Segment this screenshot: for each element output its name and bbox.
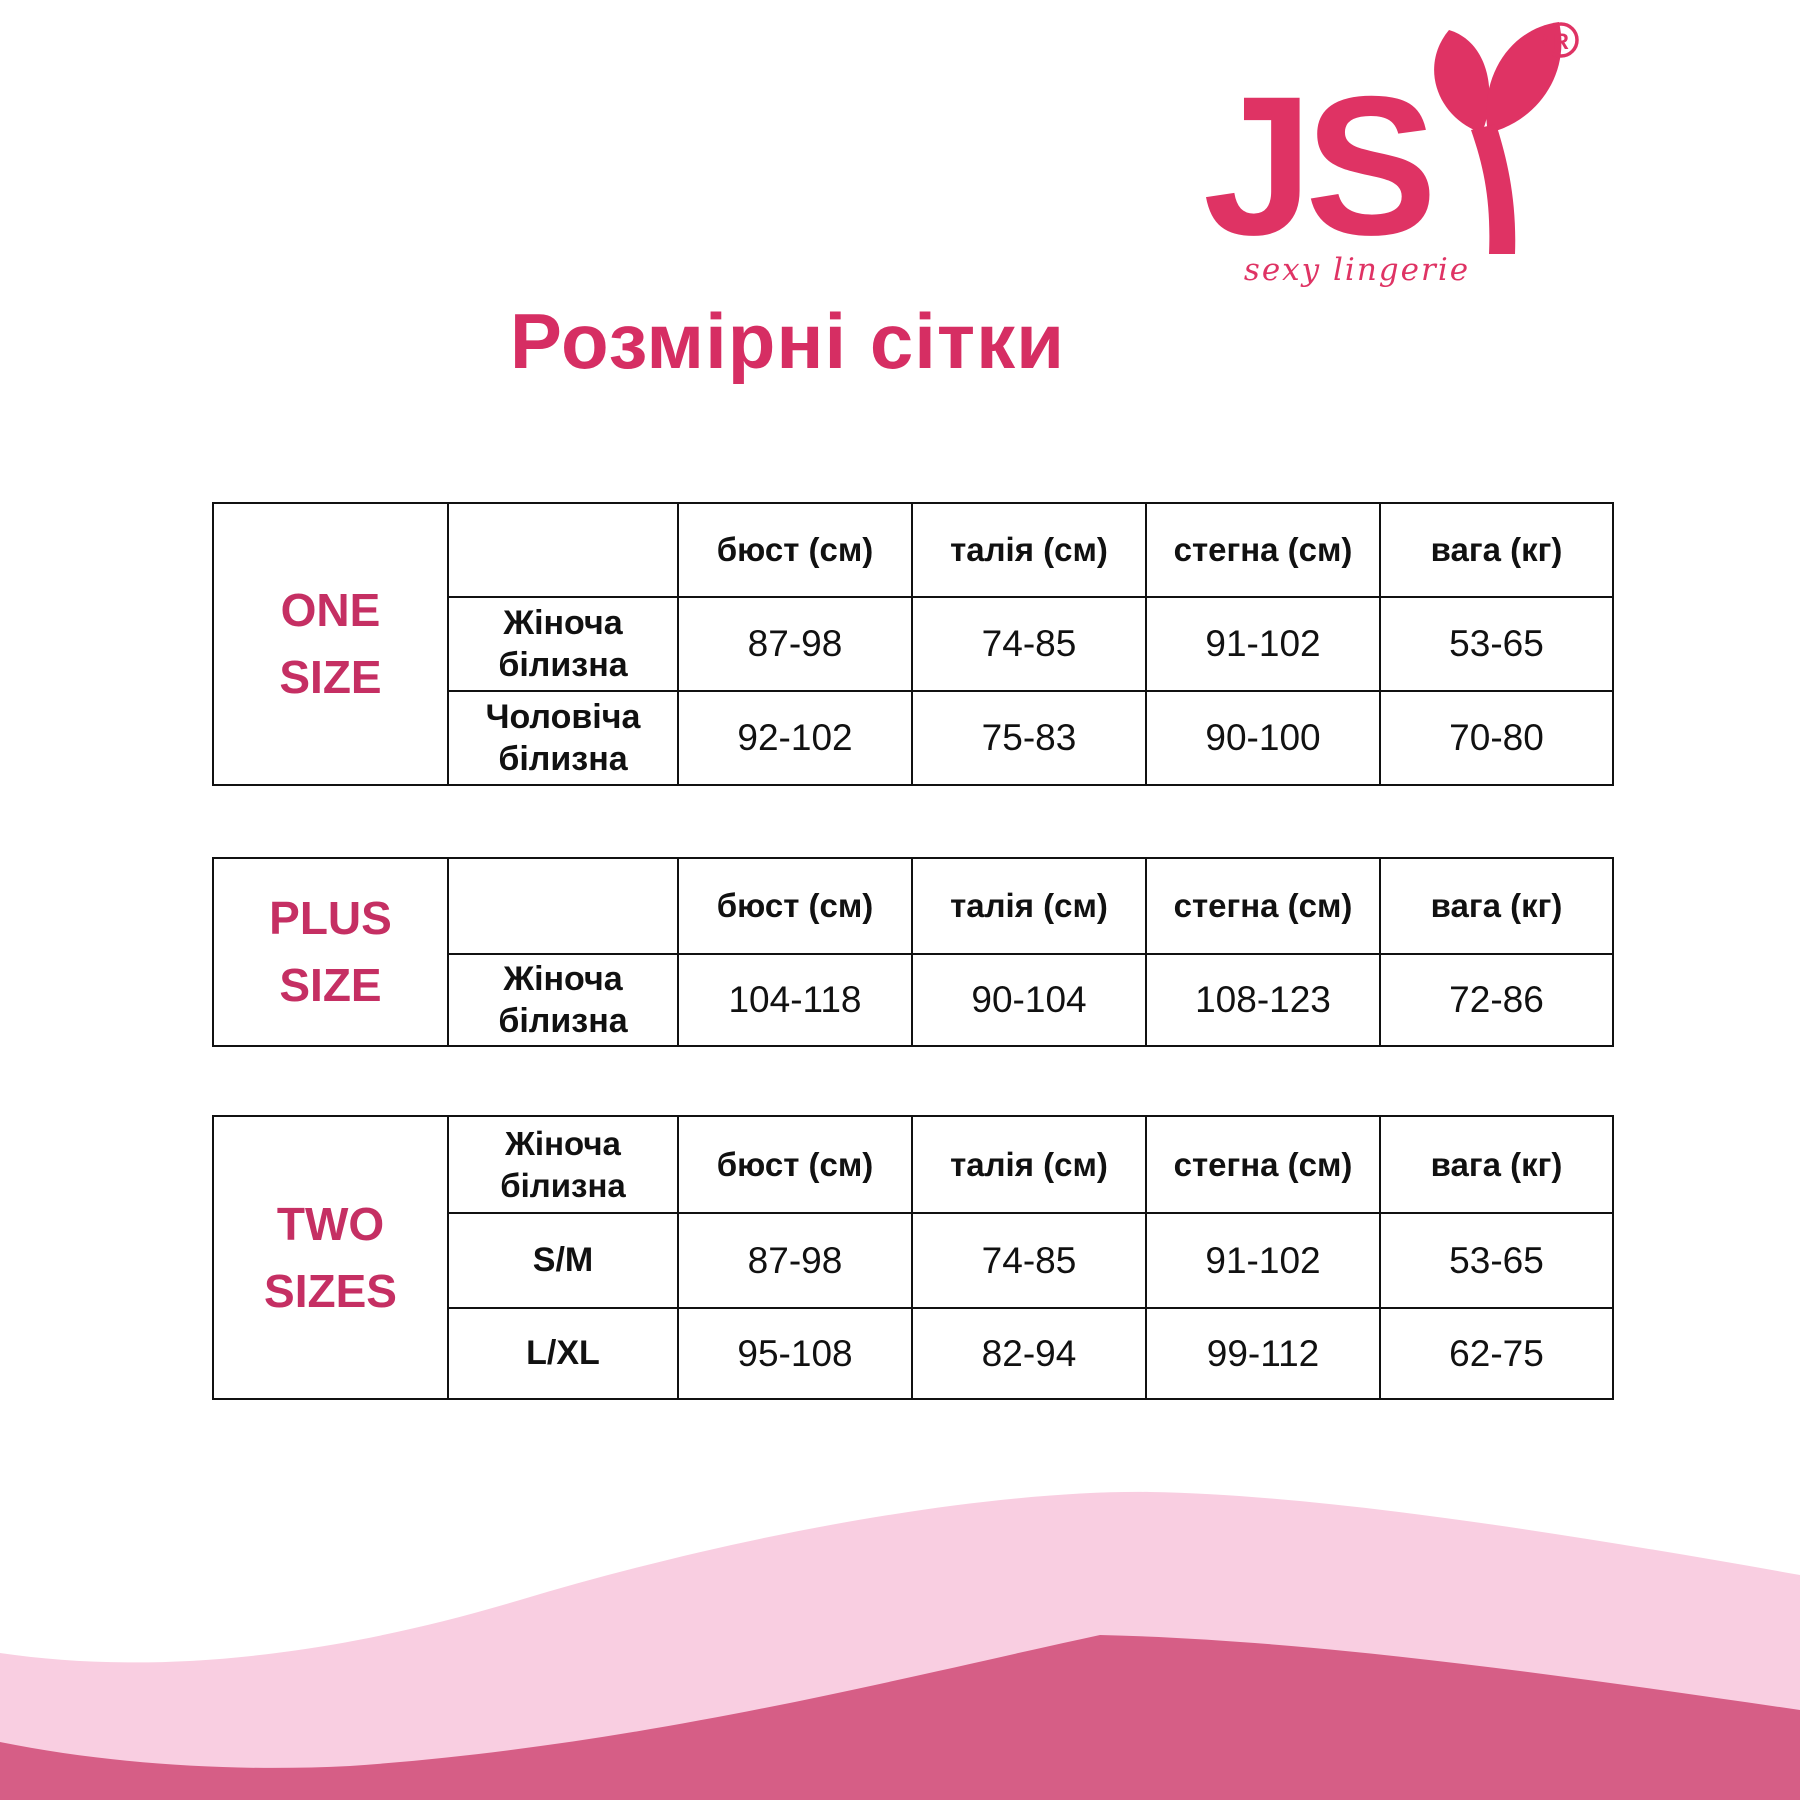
table-row: Жіноча білизна 104-118 90-104 108-123 72… bbox=[213, 953, 1614, 1047]
logo-y-stem bbox=[1471, 124, 1516, 254]
column-header-bust: бюст (см) bbox=[677, 857, 913, 955]
table-label-line: SIZE bbox=[279, 959, 382, 1011]
column-header-waist: талія (см) bbox=[911, 1115, 1147, 1214]
table-label-line: TWO bbox=[276, 1197, 385, 1250]
size-value: 70-80 bbox=[1379, 690, 1614, 786]
table-label-line: SIZES bbox=[264, 1264, 397, 1317]
row-label: Жіноча білизна bbox=[447, 596, 679, 692]
row-label: L/XL bbox=[447, 1307, 679, 1400]
size-value: 108-123 bbox=[1145, 953, 1381, 1047]
column-header-waist: талія (см) bbox=[911, 857, 1147, 955]
size-value: 99-112 bbox=[1145, 1307, 1381, 1400]
table-row: Жіноча білизна 87-98 74-85 91-102 53-65 bbox=[213, 596, 1614, 692]
size-value: 82-94 bbox=[911, 1307, 1147, 1400]
size-value: 95-108 bbox=[677, 1307, 913, 1400]
bottom-waves bbox=[0, 1491, 1800, 1800]
corner-cell: Жіноча білизна bbox=[447, 1115, 679, 1214]
size-table-one-size: ONE SIZE бюст (см) талія (см) стегна (см… bbox=[212, 502, 1614, 786]
table-label-plus-size: PLUS SIZE bbox=[212, 857, 449, 1047]
size-value: 53-65 bbox=[1379, 1212, 1614, 1309]
size-value: 90-100 bbox=[1145, 690, 1381, 786]
table-label-two-sizes: TWO SIZES bbox=[212, 1115, 449, 1400]
size-value: 53-65 bbox=[1379, 596, 1614, 692]
size-table-two-sizes: TWO SIZES Жіноча білизна бюст (см) талія… bbox=[212, 1115, 1614, 1400]
logo-jsy-text: JS bbox=[1203, 55, 1430, 276]
size-value: 74-85 bbox=[911, 596, 1147, 692]
column-header-bust: бюст (см) bbox=[677, 1115, 913, 1214]
size-value: 75-83 bbox=[911, 690, 1147, 786]
size-value: 90-104 bbox=[911, 953, 1147, 1047]
page-title: Розмірні сітки bbox=[509, 297, 1066, 385]
row-label: Чоловіча білизна bbox=[447, 690, 679, 786]
column-header-hips: стегна (см) bbox=[1145, 502, 1381, 598]
svg-text:R: R bbox=[1553, 29, 1569, 54]
table-row: S/M 87-98 74-85 91-102 53-65 bbox=[213, 1212, 1614, 1309]
column-header-waist: талія (см) bbox=[911, 502, 1147, 598]
size-value: 91-102 bbox=[1145, 596, 1381, 692]
table-label-line: PLUS bbox=[269, 892, 392, 945]
table-label-line: SIZE bbox=[279, 651, 382, 703]
size-value: 62-75 bbox=[1379, 1307, 1614, 1400]
size-value: 104-118 bbox=[677, 953, 913, 1047]
corner-cell bbox=[447, 857, 679, 955]
brand-logo: JS R sexy lingerie bbox=[1203, 22, 1579, 288]
size-value: 72-86 bbox=[1379, 953, 1614, 1047]
logo-tagline: sexy lingerie bbox=[1244, 252, 1470, 288]
table-label-one-size: ONE SIZE bbox=[212, 502, 449, 786]
corner-cell bbox=[447, 502, 679, 598]
row-label: S/M bbox=[447, 1212, 679, 1309]
size-table-plus-size: PLUS SIZE бюст (см) талія (см) стегна (с… bbox=[212, 857, 1614, 1047]
row-label: Жіноча білизна bbox=[447, 953, 679, 1047]
logo-registered-icon: R bbox=[1543, 22, 1579, 58]
column-header-bust: бюст (см) bbox=[677, 502, 913, 598]
column-header-weight: вага (кг) bbox=[1379, 502, 1614, 598]
column-header-hips: стегна (см) bbox=[1145, 857, 1381, 955]
logo-leaf-left-icon bbox=[1434, 30, 1490, 132]
logo-leaf-right-icon bbox=[1486, 22, 1562, 132]
table-label-line: ONE bbox=[280, 584, 381, 637]
table-row: Чоловіча білизна 92-102 75-83 90-100 70-… bbox=[213, 690, 1614, 786]
size-value: 87-98 bbox=[677, 1212, 913, 1309]
column-header-weight: вага (кг) bbox=[1379, 857, 1614, 955]
size-value: 74-85 bbox=[911, 1212, 1147, 1309]
size-value: 91-102 bbox=[1145, 1212, 1381, 1309]
wave-dark bbox=[0, 1635, 1800, 1800]
column-header-hips: стегна (см) bbox=[1145, 1115, 1381, 1214]
table-row: L/XL 95-108 82-94 99-112 62-75 bbox=[213, 1307, 1614, 1400]
size-value: 87-98 bbox=[677, 596, 913, 692]
size-value: 92-102 bbox=[677, 690, 913, 786]
column-header-weight: вага (кг) bbox=[1379, 1115, 1614, 1214]
